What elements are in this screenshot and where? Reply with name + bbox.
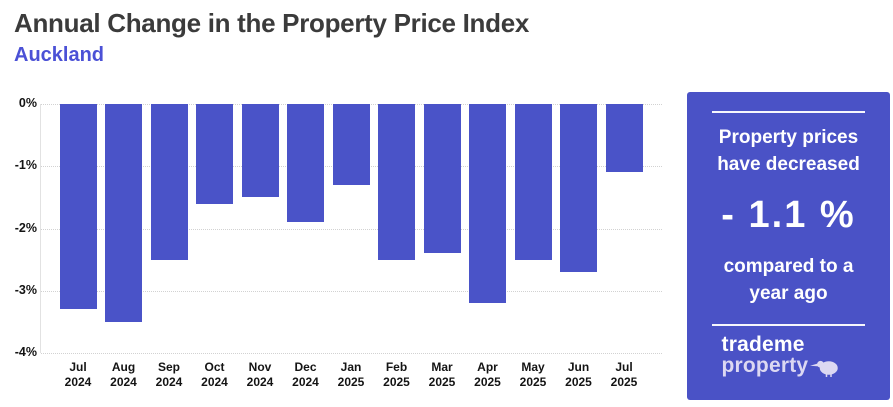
gridline bbox=[41, 228, 662, 230]
x-tick-label: Oct 2024 bbox=[201, 360, 228, 389]
bar-sep-2024 bbox=[150, 104, 188, 260]
x-tick-label: Aug 2024 bbox=[110, 360, 137, 389]
annual-change-value: - 1.1 % bbox=[721, 194, 856, 236]
bar-may-2025 bbox=[514, 104, 552, 260]
x-tick-label: Mar 2025 bbox=[428, 360, 456, 389]
y-tick-label: 0% bbox=[18, 96, 37, 110]
y-tick-label: -3% bbox=[14, 282, 37, 297]
x-tick-label: Feb 2025 bbox=[383, 360, 410, 389]
trademe-property-logo: trademe property bbox=[709, 333, 869, 377]
bar-jun-2025 bbox=[560, 104, 597, 273]
bar-jan-2025 bbox=[332, 104, 370, 185]
divider-bottom bbox=[712, 324, 865, 326]
x-tick-label: Dec 2024 bbox=[292, 360, 319, 389]
bar-jul-2025 bbox=[605, 104, 643, 173]
x-tick-label: Jan 2025 bbox=[337, 360, 365, 389]
region-subtitle: Auckland bbox=[14, 44, 105, 66]
bar-apr-2025 bbox=[469, 104, 506, 304]
x-tick-label: Jul 2024 bbox=[64, 360, 92, 389]
x-tick-label: Sep 2024 bbox=[155, 360, 183, 389]
bar-mar-2025 bbox=[423, 104, 461, 254]
gridline bbox=[41, 353, 662, 354]
y-tick-label: -4% bbox=[14, 345, 37, 359]
summary-panel: Property prices have decreased - 1.1 % c… bbox=[687, 92, 890, 400]
bar-nov-2024 bbox=[241, 104, 279, 198]
bar-feb-2025 bbox=[378, 104, 415, 260]
gridline bbox=[41, 290, 662, 292]
x-tick-label: Jun 2025 bbox=[565, 360, 592, 389]
x-tick-label: May 2025 bbox=[519, 360, 547, 389]
x-tick-label: Apr 2025 bbox=[474, 360, 501, 389]
logo-property-text: property bbox=[722, 355, 869, 377]
y-tick-label: -2% bbox=[14, 220, 37, 235]
divider-top bbox=[712, 111, 865, 113]
x-tick-label: Jul 2025 bbox=[610, 360, 638, 389]
panel-headline: Property prices have decreased bbox=[717, 127, 860, 175]
bar-jul-2024 bbox=[59, 104, 97, 310]
kiwi-bird-icon bbox=[810, 360, 839, 377]
y-tick-label: -1% bbox=[14, 158, 37, 173]
bar-oct-2024 bbox=[196, 104, 233, 204]
bar-dec-2024 bbox=[287, 104, 324, 223]
logo-trademe-text: trademe bbox=[721, 333, 805, 356]
page-title: Annual Change in the Property Price Inde… bbox=[14, 8, 530, 38]
x-tick-label: Nov 2024 bbox=[246, 360, 274, 389]
panel-subtext: compared to a year ago bbox=[723, 256, 854, 304]
bar-chart: 0% -1% -2% -3% -4% Jul 2024 Aug 2024 Sep 2024 Oct 2… bbox=[15, 96, 662, 389]
bar-aug-2024 bbox=[105, 104, 142, 322]
